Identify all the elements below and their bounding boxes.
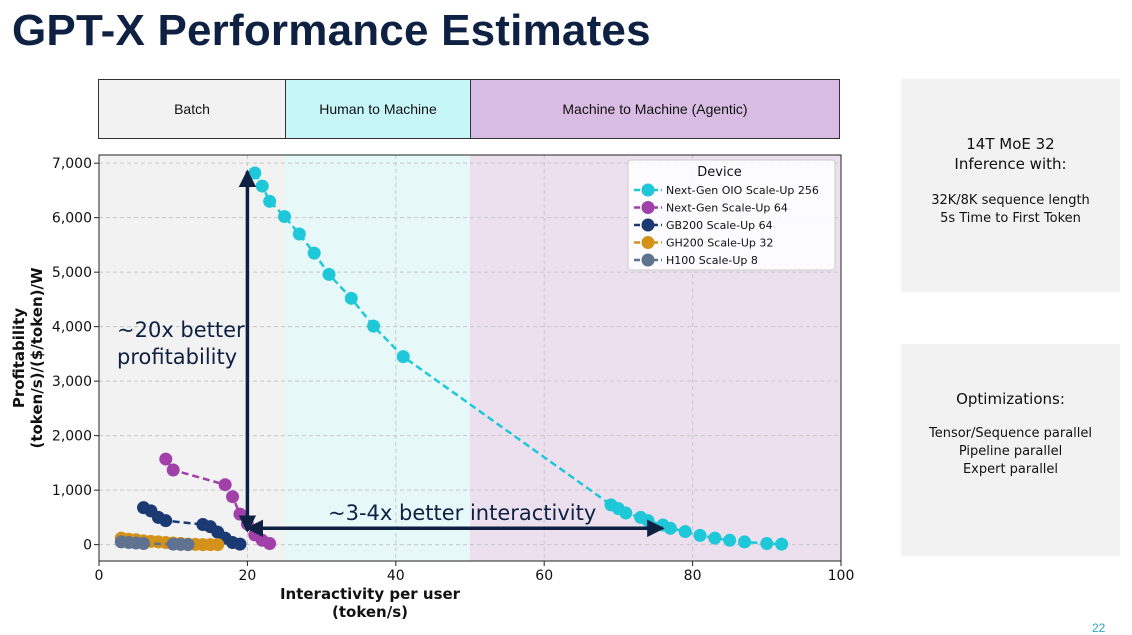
series-4: [114, 535, 195, 552]
chart-legend: Device Next-Gen OIO Scale-Up 256 Next-Gen …: [627, 159, 836, 271]
legend-item-3: GH200 Scale-Up 32: [634, 236, 773, 250]
legend-item-0: Next-Gen OIO Scale-Up 256: [634, 183, 819, 197]
legend-item-4: H100 Scale-Up 8: [634, 253, 758, 267]
series-1-point-3: [226, 490, 240, 504]
phase-batch: Batch: [98, 79, 286, 139]
series-4-point-6: [181, 538, 195, 552]
legend-label-0: Next-Gen OIO Scale-Up 256: [666, 184, 819, 197]
x-tick-label-2: 40: [387, 568, 405, 584]
x-axis-label-line-1: (token/s): [332, 603, 408, 621]
series-0-point-6: [322, 267, 336, 281]
series-1-point-8: [263, 537, 277, 551]
y-tick-label-1: 1,000: [52, 483, 92, 499]
legend-swatch-marker-1: [641, 201, 655, 214]
phase-machine-to-machine-label: Machine to Machine (Agentic): [562, 101, 748, 117]
model-detail-1: 32K/8K sequence length: [931, 193, 1090, 208]
y-tick-label-3: 3,000: [52, 374, 92, 390]
model-heading-2: Inference with:: [954, 155, 1067, 173]
legend-box: [627, 159, 836, 271]
phase-human-to-machine: Human to Machine: [285, 79, 471, 139]
phase-machine-to-machine: Machine to Machine (Agentic): [470, 79, 840, 139]
series-0-point-18: [693, 528, 707, 542]
x-tick-label-0: 0: [95, 568, 104, 584]
model-panel: 14T MoE 32 Inference with: 32K/8K sequen…: [901, 79, 1120, 292]
series-0-point-16: [663, 521, 677, 535]
y-tick-label-4: 4,000: [52, 320, 92, 336]
x-tick-label-5: 100: [828, 568, 855, 584]
y-tick-label-2: 2,000: [52, 429, 92, 445]
legend-label-4: H100 Scale-Up 8: [666, 254, 758, 267]
legend-item-2: GB200 Scale-Up 64: [634, 218, 773, 232]
x-tick-label-4: 80: [684, 568, 702, 584]
series-0-point-22: [760, 537, 774, 551]
chart-axes: 0 20 40 60 80 100 0 1,000 2,000 3,000 4,000 5,000 6,…: [10, 154, 855, 621]
legend-label-1: Next-Gen Scale-Up 64: [666, 202, 788, 215]
y-axis-label-line-0: Profitability: [10, 308, 28, 408]
model-heading-1: 14T MoE 32: [966, 135, 1055, 153]
phase-batch-label: Batch: [174, 101, 210, 117]
series-1-point-2: [218, 478, 232, 492]
series-0-point-19: [708, 531, 722, 545]
optimization-item-2: Pipeline parallel: [958, 444, 1063, 459]
series-0-point-17: [678, 525, 692, 539]
annotation-profitability-text-0: ~20x better: [117, 318, 245, 342]
region-1: [284, 155, 470, 561]
series-2: [137, 501, 247, 551]
legend-label-2: GB200 Scale-Up 64: [666, 219, 773, 232]
series-1-point-0: [159, 452, 173, 466]
optimizations-panel: Optimizations: Tensor/Sequence parallel …: [901, 344, 1120, 556]
series-0-point-1: [255, 179, 269, 193]
y-tick-label-5: 5,000: [52, 265, 92, 281]
x-tick-label-1: 20: [238, 568, 256, 584]
series-0-point-4: [292, 227, 306, 241]
legend-swatch-marker-4: [641, 253, 655, 267]
series-0-point-5: [307, 246, 321, 260]
legend-swatch-marker-2: [641, 218, 655, 232]
series-0-point-20: [723, 533, 737, 547]
annotation-profitability-text-1: profitability: [117, 345, 237, 369]
series-1-point-1: [166, 463, 180, 477]
optimization-item-3: Expert parallel: [962, 462, 1059, 477]
series-0-point-0: [248, 166, 262, 180]
series-3-point-13: [211, 538, 225, 552]
series-0-point-9: [396, 350, 410, 364]
legend-label-3: GH200 Scale-Up 32: [666, 237, 773, 250]
series-0-point-14: [641, 514, 655, 528]
series-0-point-3: [278, 210, 291, 224]
series-0-point-8: [367, 319, 381, 333]
chart-series: [114, 166, 789, 552]
series-4-point-3: [137, 537, 151, 551]
page-number: 22: [1092, 621, 1106, 635]
legend-swatch-marker-0: [641, 183, 655, 197]
optimizations-heading: Optimizations:: [956, 390, 1065, 408]
series-0-point-2: [263, 194, 277, 208]
y-tick-label-0: 0: [83, 538, 92, 554]
chart-annotations: ~20x better profitability ~3-4x better int…: [117, 169, 665, 538]
annotation-interactivity-text-0: ~3-4x better interactivity: [328, 501, 596, 525]
y-tick-label-6: 6,000: [52, 211, 92, 227]
legend-item-1: Next-Gen Scale-Up 64: [634, 201, 788, 215]
performance-chart: 0 20 40 60 80 100 0 1,000 2,000 3,000 4,000 5,000 6,…: [10, 154, 855, 621]
series-2-point-3: [159, 514, 173, 528]
series-0-point-21: [738, 535, 752, 549]
y-axis-label-line-1: (token/s)/($/token)/W: [28, 267, 46, 449]
series-0-point-23: [775, 537, 789, 551]
legend-title: Device: [697, 165, 741, 180]
series-0-point-12: [619, 506, 633, 520]
model-detail-2: 5s Time to First Token: [940, 211, 1081, 226]
series-2-point-9: [233, 537, 247, 551]
plot-frame: [98, 154, 842, 562]
slide-title: GPT-X Performance Estimates: [12, 6, 651, 55]
optimization-item-1: Tensor/Sequence parallel: [928, 426, 1093, 441]
x-axis-label-line-0: Interactivity per user: [280, 585, 461, 603]
x-tick-label-3: 60: [535, 568, 553, 584]
y-tick-label-7: 7,000: [52, 156, 92, 172]
series-0-point-7: [344, 291, 358, 305]
phase-human-to-machine-label: Human to Machine: [319, 101, 437, 117]
legend-swatch-marker-3: [641, 236, 655, 249]
